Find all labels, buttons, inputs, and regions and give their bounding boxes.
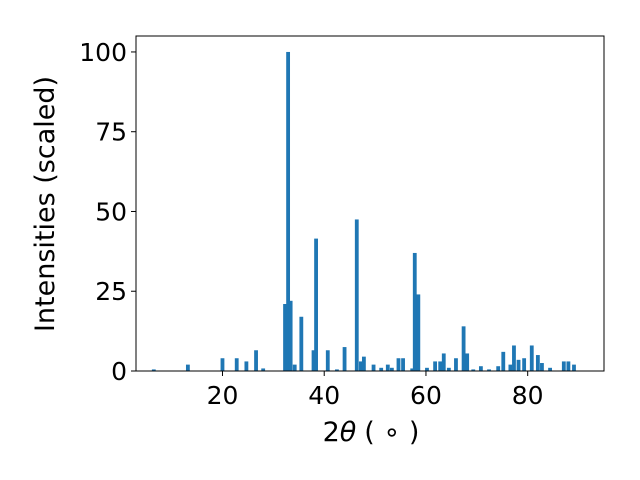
bar — [354, 219, 359, 371]
y-tick-label: 25 — [95, 277, 127, 306]
bar — [220, 358, 225, 371]
bar — [496, 366, 501, 371]
bar — [412, 252, 417, 371]
y-axis-ticks: 0 25 50 75 100 — [79, 38, 136, 386]
bar — [314, 238, 318, 371]
bar — [401, 358, 405, 371]
bar — [438, 361, 443, 371]
bar — [254, 350, 258, 371]
y-axis-label: Intensities (scaled) — [30, 76, 61, 332]
x-axis-ticks: 20 40 60 80 — [207, 371, 544, 410]
bar — [292, 364, 297, 371]
bar — [433, 361, 438, 371]
bar — [379, 367, 384, 371]
x-tick-label: 60 — [410, 381, 442, 410]
bar — [396, 358, 401, 371]
x-tick-label: 40 — [308, 381, 340, 410]
bar — [151, 369, 156, 371]
bar — [410, 368, 415, 371]
bar — [185, 364, 190, 371]
bar — [234, 358, 239, 371]
bar — [471, 369, 476, 371]
bar — [548, 367, 552, 371]
bar — [286, 51, 291, 371]
y-tick-label: 75 — [95, 118, 127, 147]
bar — [311, 350, 316, 371]
bar — [572, 364, 576, 371]
bars-group — [151, 51, 576, 371]
bar — [535, 355, 540, 371]
bar — [342, 347, 347, 371]
bar — [461, 326, 466, 371]
bar — [358, 361, 363, 371]
bar — [244, 361, 249, 371]
bar — [516, 359, 521, 371]
bar — [522, 358, 527, 371]
bar — [385, 364, 390, 371]
x-axis-label-unit: ( ∘ ) — [364, 417, 419, 448]
y-tick-label: 100 — [79, 38, 127, 67]
bar — [425, 367, 429, 371]
bar — [261, 368, 266, 371]
bar — [561, 361, 566, 371]
bar — [512, 345, 516, 371]
bar — [441, 353, 446, 371]
bar — [454, 358, 458, 371]
bar — [283, 304, 287, 371]
bar — [465, 353, 470, 371]
y-tick-label: 50 — [95, 197, 127, 226]
bar — [501, 351, 506, 371]
x-tick-label: 80 — [512, 381, 544, 410]
bar — [529, 345, 534, 371]
x-axis-label-symbol: θ — [340, 417, 357, 448]
bar — [540, 363, 544, 371]
bar — [299, 316, 304, 371]
bar — [416, 294, 421, 371]
bar — [478, 366, 483, 371]
x-tick-label: 20 — [207, 381, 239, 410]
bar — [508, 364, 513, 371]
bar — [288, 300, 293, 371]
plot-frame — [135, 35, 605, 372]
y-tick-label: 0 — [111, 357, 127, 386]
bar — [446, 367, 451, 371]
x-axis-label-prefix: 2 — [323, 417, 340, 448]
bar — [487, 369, 491, 371]
bar — [335, 369, 339, 371]
bar — [361, 356, 366, 371]
bar — [325, 350, 330, 371]
x-axis-label: 2θ( ∘ ) — [323, 417, 420, 448]
bar — [371, 364, 376, 371]
bar — [389, 367, 394, 371]
bar — [566, 361, 571, 371]
